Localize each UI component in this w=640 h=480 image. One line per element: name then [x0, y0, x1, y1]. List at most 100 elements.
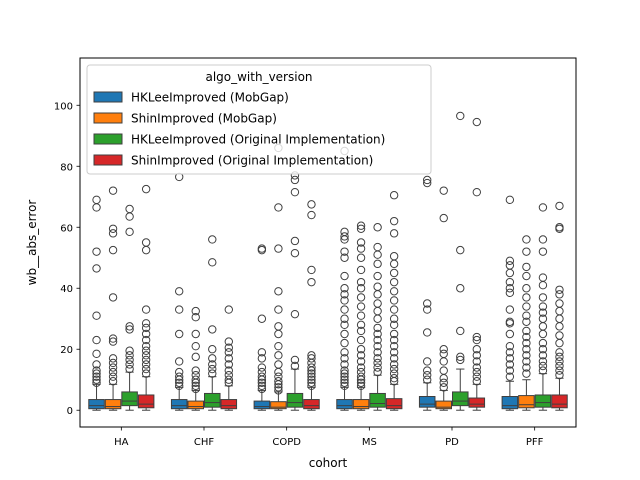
outlier-point	[356, 238, 366, 247]
outlier-point	[356, 265, 366, 275]
outlier-point	[389, 287, 399, 296]
y-tick-label: 100	[54, 101, 73, 112]
outlier-point	[141, 184, 151, 194]
outlier-point	[274, 372, 283, 381]
box-MS-series-1	[352, 221, 370, 411]
outlier-point	[522, 235, 531, 244]
outlier-point	[472, 357, 481, 366]
outlier-point	[224, 337, 234, 346]
outlier-point	[125, 351, 134, 360]
outlier-point	[92, 195, 101, 205]
outlier-point	[274, 383, 283, 392]
outlier-point	[505, 366, 515, 375]
outlier-point	[423, 178, 432, 188]
outlier-point	[307, 363, 316, 372]
outlier-point	[356, 378, 366, 387]
outlier-point	[356, 320, 366, 330]
outlier-point	[439, 345, 448, 354]
outlier-point	[290, 361, 300, 371]
outlier-point	[191, 329, 200, 339]
outlier-point	[108, 337, 118, 346]
axes-frame	[79, 57, 577, 428]
outlier-point	[472, 372, 481, 381]
box-COPD-series-3	[303, 200, 320, 411]
outlier-point	[423, 357, 432, 366]
outlier-point	[257, 384, 267, 394]
outlier-point	[108, 377, 118, 386]
box-body	[88, 399, 105, 410]
box-body	[121, 391, 138, 407]
outlier-point	[92, 349, 101, 359]
outlier-point	[224, 375, 234, 384]
outlier-point	[340, 271, 349, 281]
outlier-point	[274, 244, 283, 253]
outlier-point	[307, 375, 316, 384]
outlier-point	[439, 378, 448, 387]
outlier-point	[423, 305, 432, 314]
outlier-point	[555, 331, 564, 340]
outlier-point	[340, 381, 349, 391]
legend-entry-label: HKLeeImproved (Original Implementation)	[131, 133, 385, 147]
outlier-point	[340, 296, 349, 305]
outlier-point	[472, 117, 481, 127]
outlier-point	[505, 284, 515, 293]
outlier-point	[141, 238, 151, 247]
box-PFF-series-2	[534, 203, 552, 411]
outlier-point	[208, 354, 217, 363]
outlier-point	[472, 367, 481, 377]
outlier-point	[92, 375, 101, 384]
box-body	[385, 398, 403, 410]
outlier-point	[340, 366, 349, 375]
outlier-point	[522, 311, 531, 320]
outlier-point	[274, 203, 283, 212]
outlier-point	[191, 341, 200, 351]
outlier-point	[92, 369, 101, 378]
outlier-point	[290, 187, 300, 197]
outlier-point	[505, 348, 515, 357]
outlier-point	[522, 284, 531, 293]
outlier-point	[224, 305, 234, 314]
box-body	[468, 397, 486, 408]
outlier-point	[224, 370, 234, 380]
outlier-point	[356, 326, 366, 336]
outlier-point	[307, 378, 316, 387]
outlier-point	[175, 378, 184, 387]
outlier-point	[340, 348, 349, 357]
outlier-point	[356, 351, 366, 360]
outlier-point	[340, 360, 349, 369]
outlier-point	[555, 223, 564, 232]
outlier-point	[538, 273, 548, 282]
outlier-point	[373, 323, 382, 333]
x-tick-label: MS	[362, 437, 377, 448]
y-tick-label: 80	[60, 162, 73, 173]
outlier-point	[175, 367, 184, 377]
outlier-point	[356, 253, 366, 262]
outlier-point	[505, 354, 515, 363]
outlier-point	[356, 367, 366, 377]
outlier-point	[505, 317, 515, 326]
outlier-point	[108, 229, 118, 238]
outlier-point	[175, 372, 184, 381]
outlier-point	[456, 326, 465, 336]
outlier-point	[141, 360, 151, 369]
outlier-point	[522, 317, 531, 326]
outlier-point	[505, 372, 515, 381]
outlier-point	[175, 287, 184, 296]
outlier-point	[208, 258, 217, 267]
outlier-point	[423, 299, 432, 308]
outlier-point	[340, 338, 349, 348]
outlier-point	[307, 369, 316, 378]
y-axis-label: wb__abs_error	[25, 200, 39, 286]
outlier-point	[108, 358, 118, 368]
outlier-point	[340, 290, 349, 299]
outlier-point	[141, 346, 151, 355]
outlier-point	[373, 242, 382, 252]
box-PD-series-3	[468, 117, 486, 411]
legend-entry-label: ShinImproved (Original Implementation)	[131, 154, 373, 168]
outlier-point	[340, 232, 349, 241]
outlier-point	[108, 363, 118, 372]
outlier-point	[538, 338, 548, 348]
outlier-point	[373, 363, 382, 372]
outlier-point	[389, 314, 399, 323]
